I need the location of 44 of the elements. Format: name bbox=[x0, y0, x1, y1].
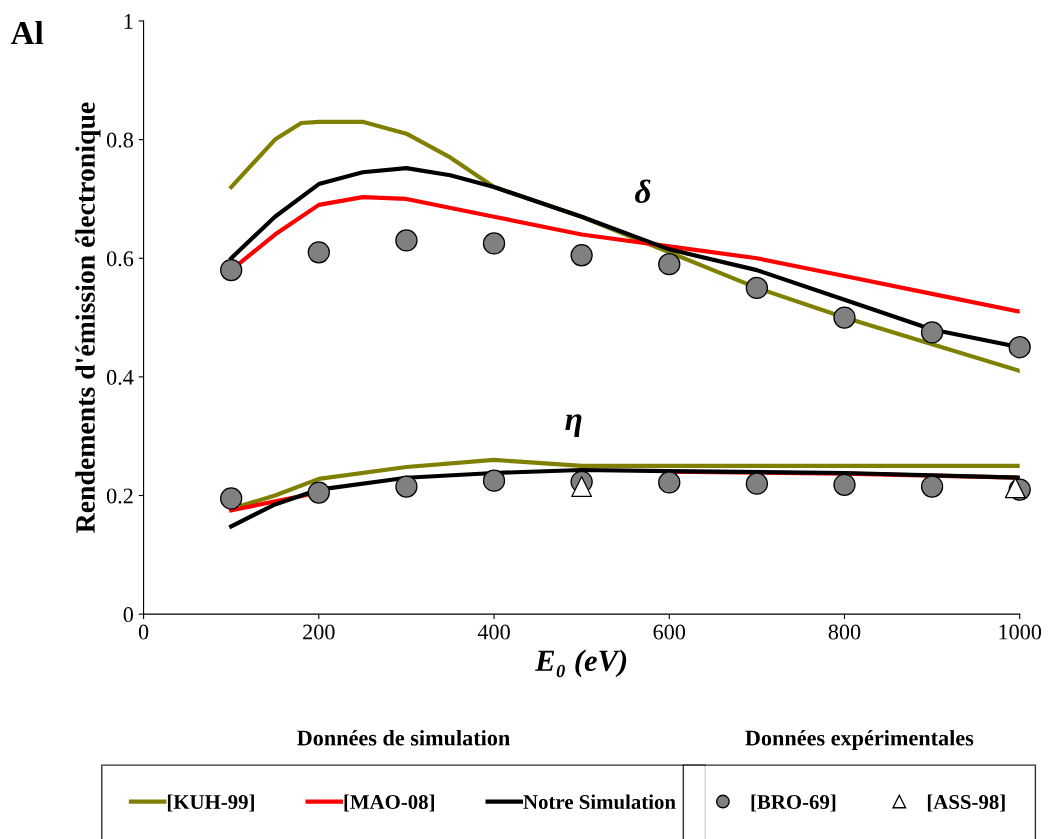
text: Données expérimentales bbox=[745, 729, 974, 751]
y-tick-label: 0.4 bbox=[106, 369, 134, 385]
y-tick-label: 1 bbox=[124, 14, 133, 29]
point bbox=[220, 258, 243, 282]
point bbox=[745, 472, 769, 495]
y-axis-title: Rendements d'émission électronique bbox=[75, 102, 101, 533]
y-tick-label: 0.2 bbox=[106, 488, 133, 504]
point bbox=[220, 487, 243, 510]
annotation: δ bbox=[634, 179, 651, 204]
x-tick-label: 200 bbox=[303, 624, 335, 640]
point bbox=[571, 476, 593, 498]
x-tick-label: 1000 bbox=[999, 624, 1042, 640]
point bbox=[307, 481, 330, 504]
point bbox=[1004, 477, 1026, 499]
legend-label: [KUH-99] bbox=[167, 794, 254, 812]
y-tick-label: 0.6 bbox=[106, 251, 134, 267]
text: Données de simulation bbox=[297, 729, 510, 746]
x-tick-label: 400 bbox=[477, 624, 510, 640]
point bbox=[745, 276, 769, 300]
x-axis-title: E₀ (eV) bbox=[534, 649, 627, 678]
y-tick-label: 0 bbox=[123, 607, 134, 623]
point bbox=[833, 473, 856, 496]
point bbox=[920, 321, 944, 344]
point bbox=[307, 241, 330, 264]
point bbox=[833, 306, 856, 329]
annotation: η bbox=[565, 414, 582, 438]
legend-label: [BRO-69] bbox=[751, 794, 836, 812]
point bbox=[1008, 336, 1031, 359]
point bbox=[920, 475, 944, 498]
x-tick-label: 600 bbox=[653, 624, 686, 640]
legend-label: [MAO-08] bbox=[344, 794, 434, 812]
legend-label: Notre Simulation bbox=[523, 794, 676, 810]
point bbox=[482, 469, 506, 492]
chart-title: Al bbox=[10, 20, 44, 45]
point bbox=[395, 475, 418, 498]
point bbox=[570, 244, 593, 267]
legend-label: [ASS-98] bbox=[927, 794, 1005, 812]
point bbox=[395, 229, 418, 252]
point bbox=[658, 253, 681, 276]
x-tick-label: 0 bbox=[138, 624, 149, 640]
y-tick-label: 0.8 bbox=[106, 132, 134, 148]
point bbox=[482, 232, 506, 255]
point bbox=[658, 471, 681, 494]
x-tick-label: 800 bbox=[828, 624, 861, 640]
